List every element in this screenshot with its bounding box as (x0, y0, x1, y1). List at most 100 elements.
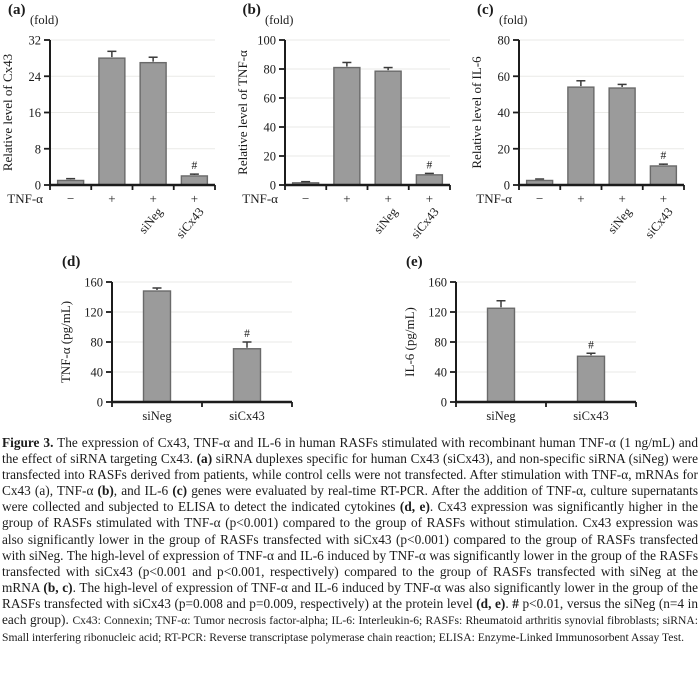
chart-row-bottom: (d) #0 40 80 120 160 TNF-α (pg/mL) siNeg siCx43… (58, 240, 700, 430)
y-tick-label: 120 (84, 306, 103, 320)
caption-segment: . (505, 595, 513, 611)
panel-label-c: (c) (477, 2, 494, 18)
y-tick-label: 100 (257, 34, 276, 48)
caption-segment: . The high-level of expression of TNF-α … (2, 579, 698, 611)
y-tick-label: 80 (498, 34, 511, 48)
chart-c: #0 20 40 60 80 (fold) Relative level of IL-6 TN… (469, 13, 685, 241)
bar (142, 290, 172, 403)
y-tick-label: 0 (35, 179, 41, 193)
bar (486, 307, 516, 403)
panel-label-e: (e) (406, 254, 423, 270)
x-symbol-label: + (149, 191, 156, 206)
y-tick-label: 40 (498, 106, 511, 120)
y-tick-label: 8 (35, 142, 41, 156)
x-symbol-label: + (577, 191, 584, 206)
x-category-label: siCx43 (642, 205, 676, 240)
x-category-label: siNeg (136, 204, 166, 236)
x-category-label: siCx43 (173, 205, 207, 240)
bar (373, 70, 402, 186)
y-tick-label: 160 (428, 276, 447, 290)
sig-marker: # (192, 160, 198, 172)
bar (415, 174, 443, 186)
x-symbol-label: + (384, 191, 391, 206)
x-category-label: siCx43 (229, 409, 264, 423)
caption-segment: (b) (97, 483, 114, 499)
sig-marker: # (244, 328, 250, 340)
y-tick-label: 40 (263, 121, 276, 135)
bar (649, 165, 678, 186)
y-tick-label: 80 (435, 336, 448, 350)
caption-segment: . Cx43 expression was significantly high… (2, 499, 698, 595)
x-category-label: siNeg (142, 409, 172, 423)
y-tick-label: 0 (504, 179, 510, 193)
bar (139, 61, 167, 186)
unit-label: (fold) (265, 13, 293, 27)
caption-segment: Cx43: Connexin; TNF-α: Tumor necrosis fa… (2, 614, 698, 645)
panel-label-d: (d) (62, 254, 81, 270)
x-category-label: siNeg (370, 204, 400, 236)
x-symbol-label: + (660, 191, 667, 206)
x-symbol-label: + (618, 191, 625, 206)
y-tick-label: 80 (263, 63, 276, 77)
x-header-label: TNF-α (476, 191, 512, 206)
unit-label: (fold) (30, 13, 58, 27)
chart-panel-a: (a) #0 8 16 24 32 (fold) Relative level of Cx4… (0, 0, 231, 241)
y-tick-label: 20 (263, 150, 276, 164)
caption-segment: (d, e) (399, 499, 430, 515)
y-tick-label: 24 (29, 70, 42, 84)
caption-segment: (a) (196, 451, 213, 467)
chart-panel-d: (d) #0 40 80 120 160 TNF-α (pg/mL) siNeg siCx43 (58, 240, 338, 430)
y-tick-label: 120 (428, 306, 447, 320)
bar (180, 175, 209, 186)
y-axis-title: Relative level of Cx43 (0, 54, 15, 171)
y-axis-title: Relative level of IL-6 (469, 56, 484, 169)
sig-marker: # (588, 339, 594, 351)
chart-panel-c: (c) #0 20 40 60 80 (fold) Relative level of IL… (469, 0, 700, 241)
x-header-label: TNF-α (7, 191, 43, 206)
x-category-label: siCx43 (573, 409, 608, 423)
bar (98, 57, 126, 186)
bar (232, 348, 262, 403)
x-symbol-label: + (191, 191, 198, 206)
x-symbol-label: + (425, 191, 432, 206)
y-tick-label: 80 (91, 336, 104, 350)
chart-d: #0 40 80 120 160 TNF-α (pg/mL) siNeg siCx43 (58, 276, 293, 423)
y-axis-title: Relative level of TNF-α (235, 50, 250, 175)
y-tick-label: 60 (498, 70, 511, 84)
caption-segment: (c) (172, 483, 188, 499)
x-symbol-label: − (536, 191, 543, 206)
bar (608, 87, 636, 186)
x-category-label: siCx43 (408, 205, 442, 240)
y-tick-label: 0 (97, 396, 103, 410)
caption-segment: p<0.01, versus the siNeg (n=4 in each gr… (2, 595, 698, 628)
y-tick-label: 16 (29, 106, 42, 120)
panel-label-a: (a) (8, 2, 26, 18)
x-symbol-label: + (108, 191, 115, 206)
caption-segment: The expression of Cx43, TNF-α and IL-6 i… (2, 435, 698, 467)
y-tick-label: 20 (498, 142, 511, 156)
caption-segment: , and IL-6 (113, 483, 173, 499)
y-tick-label: 0 (441, 396, 447, 410)
unit-label: (fold) (499, 13, 527, 27)
chart-e: #0 40 80 120 160 IL-6 (pg/mL) siNeg siCx43 (402, 276, 637, 423)
y-tick-label: 40 (435, 366, 448, 380)
y-axis-title: IL-6 (pg/mL) (402, 307, 417, 377)
x-category-label: siNeg (486, 409, 516, 423)
x-symbol-label: + (343, 191, 350, 206)
caption-segment: Figure 3. (2, 435, 54, 450)
bar (332, 66, 361, 186)
y-axis-title: TNF-α (pg/mL) (58, 301, 73, 383)
y-tick-label: 40 (91, 366, 104, 380)
bar (567, 86, 595, 186)
y-tick-label: 32 (29, 34, 42, 48)
chart-panel-b: (b) #0 20 40 60 80 100 (fold) Relative level of… (235, 0, 466, 241)
bar (576, 355, 606, 403)
x-symbol-label: − (301, 191, 308, 206)
chart-row-top: (a) #0 8 16 24 32 (fold) Relative level of Cx4… (0, 0, 700, 241)
sig-marker: # (426, 159, 432, 171)
caption-segment: (d, e) (476, 595, 506, 611)
caption-segment: genes were evaluated by real-time RT-PCR… (2, 483, 699, 515)
caption-segment: siRNA duplexes specific for human Cx43 (… (2, 451, 698, 499)
chart-b: #0 20 40 60 80 100 (fold) Relative level of TNF… (235, 13, 451, 241)
